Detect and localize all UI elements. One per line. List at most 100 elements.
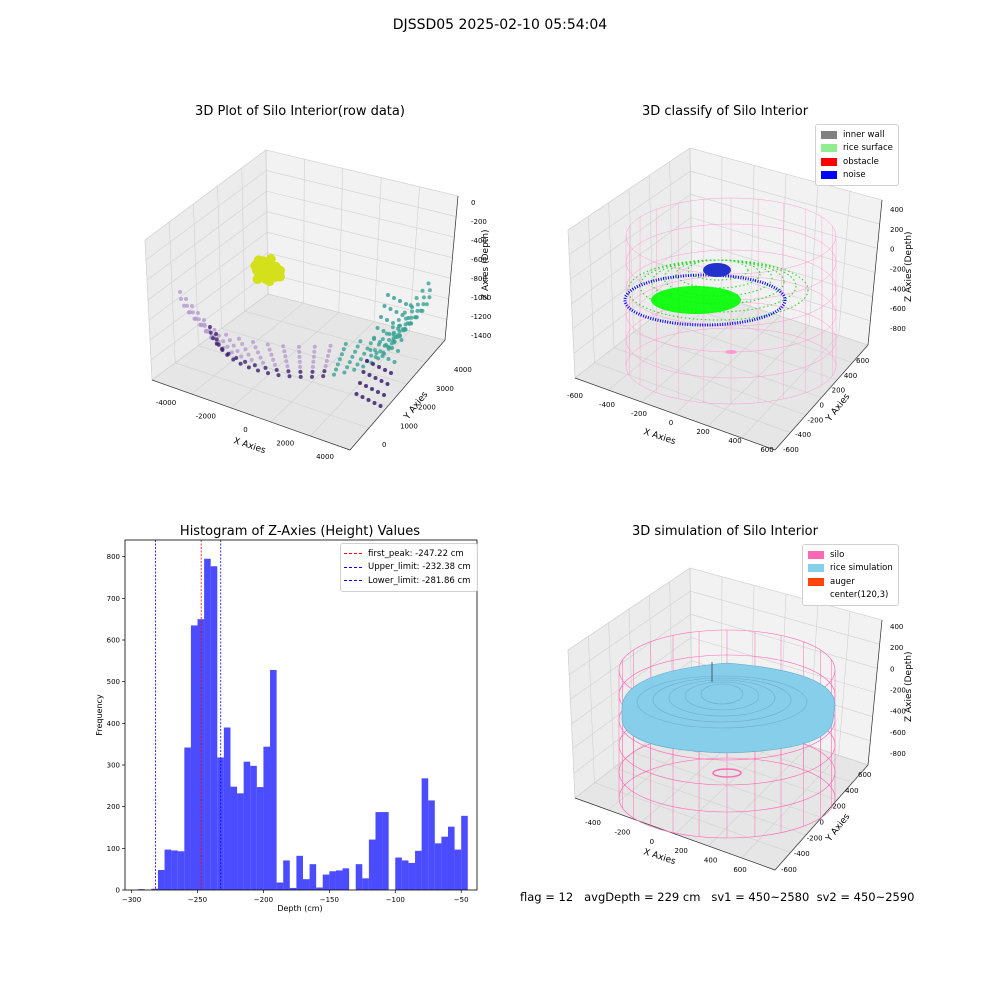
z-tick-label: -200	[890, 266, 906, 274]
y-tick-label: 600	[856, 357, 869, 365]
data-point	[368, 341, 373, 346]
y-tick-label: 200	[832, 803, 845, 811]
data-point	[178, 290, 182, 294]
data-point	[361, 364, 366, 369]
histogram-bar	[322, 874, 330, 890]
y-tick-label: -600	[781, 866, 797, 874]
histogram-bar	[177, 851, 185, 890]
data-point	[193, 316, 198, 321]
y-tick-label: -600	[783, 446, 799, 454]
data-point	[237, 336, 241, 341]
data-point	[409, 315, 414, 320]
data-point	[251, 340, 255, 344]
histogram-bar	[296, 855, 303, 890]
histogram-bar	[454, 849, 462, 890]
data-point	[224, 332, 229, 337]
z-tick-label: 200	[890, 226, 903, 234]
panel1-zlabel: Z Axies (Depth)	[481, 229, 491, 300]
y-tick-label: 400	[844, 372, 857, 380]
data-point	[297, 359, 302, 364]
data-point	[413, 315, 418, 320]
data-point	[374, 351, 379, 355]
z-tick-label: -800	[890, 750, 906, 758]
data-point	[396, 318, 401, 322]
x-tick-label: −100	[386, 896, 405, 904]
y-tick-label: 1000	[400, 422, 418, 430]
data-point	[403, 322, 408, 327]
data-point	[360, 395, 365, 399]
data-point	[373, 376, 378, 380]
panel4-title: 3D simulation of Silo Interior	[632, 524, 818, 539]
data-point	[343, 342, 348, 346]
data-point	[276, 373, 281, 378]
legend-item-rice-surface: rice surface	[821, 142, 893, 156]
data-point	[269, 352, 274, 357]
legend-line	[344, 553, 362, 555]
histogram-bar	[283, 860, 290, 890]
x-tick-label: 400	[704, 857, 717, 865]
data-point	[358, 381, 362, 385]
legend-swatch	[821, 157, 837, 166]
y-axis-line	[774, 344, 869, 451]
grid-line	[690, 614, 878, 669]
data-point	[369, 353, 374, 358]
x-tick-label: 200	[675, 847, 688, 855]
grid-line	[594, 782, 791, 853]
z-tick-label: -600	[890, 305, 906, 313]
data-point	[392, 296, 396, 300]
data-point	[384, 343, 388, 347]
grid-line	[573, 263, 692, 354]
silo-bottom	[725, 350, 737, 354]
y-tick-label: 600	[107, 637, 120, 645]
grid-line	[267, 252, 449, 300]
data-point	[361, 370, 366, 374]
y-tick-label: 300	[107, 762, 120, 770]
legend-label: Upper_limit: -232.38 cm	[368, 562, 471, 573]
data-point	[202, 318, 206, 322]
histogram-bar	[309, 864, 317, 890]
histogram-bar	[164, 849, 172, 890]
data-point	[324, 359, 329, 363]
data-point	[386, 293, 390, 297]
histogram-bar	[256, 787, 264, 890]
data-point	[358, 357, 363, 362]
y-tick-label: 100	[107, 845, 120, 853]
data-point	[389, 371, 393, 375]
panel1-ticks: -4000 -2000 0 2000 4000 0 1000 2000 3000 4000 0 -20…	[156, 199, 492, 461]
data-point	[371, 362, 375, 366]
panel1-points	[178, 254, 432, 408]
data-point	[355, 362, 360, 367]
z-tick-label: -800	[471, 275, 487, 283]
legend-item-noise: noise	[821, 169, 893, 183]
grid-line	[270, 321, 375, 423]
data-point	[311, 359, 316, 364]
data-point	[421, 295, 426, 300]
x-tick-label: −50	[454, 896, 469, 904]
grid-line	[149, 252, 268, 341]
surface-contour	[684, 681, 760, 711]
legend-item-center: center(120,3)	[808, 589, 893, 603]
histogram-bar	[428, 800, 435, 890]
z-tick-label: -600	[471, 256, 487, 264]
legend-label: rice simulation	[830, 563, 893, 574]
data-point	[184, 297, 188, 301]
data-point	[208, 330, 213, 335]
grid-line	[571, 217, 692, 305]
grid-line	[191, 302, 304, 395]
data-point	[379, 379, 384, 383]
grid-line	[373, 177, 382, 322]
data-point	[380, 354, 385, 358]
data-point	[282, 349, 287, 354]
data-point	[225, 344, 230, 349]
z-axis-line	[867, 199, 883, 346]
data-point	[391, 321, 395, 325]
z-tick-label: -400	[890, 285, 906, 293]
data-point	[298, 364, 303, 369]
panel3-histogram: −300 −250 −200 −150 −100 −50 0 100 200 300 400 500 6…	[95, 539, 478, 913]
data-point	[392, 360, 397, 364]
histogram-xlabel: Depth (cm)	[277, 904, 322, 913]
data-point	[281, 344, 286, 349]
data-point	[365, 346, 370, 351]
grid-line	[570, 614, 691, 700]
data-point	[231, 357, 236, 362]
